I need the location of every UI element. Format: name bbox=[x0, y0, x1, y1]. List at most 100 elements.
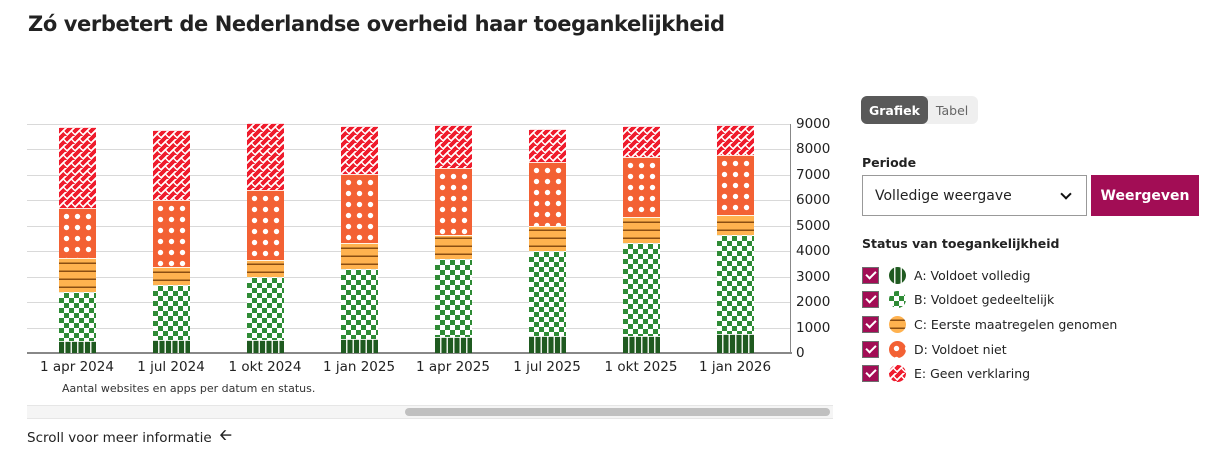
tab-tabel[interactable]: Tabel bbox=[935, 102, 969, 118]
bar-segment-d[interactable] bbox=[153, 200, 190, 267]
legend: A: Voldoet volledig B: Voldoet gedeelteli… bbox=[862, 263, 1117, 386]
bar[interactable] bbox=[59, 0, 96, 353]
x-tick-label: 1 jul 2025 bbox=[513, 359, 581, 375]
bar-segment-e[interactable] bbox=[529, 129, 566, 163]
page-title: Zó verbetert de Nederlandse overheid haa… bbox=[28, 12, 725, 36]
bar-segment-d[interactable] bbox=[717, 155, 754, 216]
legend-item-a[interactable]: A: Voldoet volledig bbox=[862, 263, 1117, 288]
scroll-hint: Scroll voor meer informatie 🡠 bbox=[27, 425, 232, 450]
bar[interactable] bbox=[529, 0, 566, 353]
bar-segment-c[interactable] bbox=[435, 235, 472, 259]
bar[interactable] bbox=[341, 0, 378, 353]
bar-segment-d[interactable] bbox=[623, 157, 660, 218]
bar-segment-d[interactable] bbox=[529, 162, 566, 226]
bar-segment-e[interactable] bbox=[153, 130, 190, 201]
gridline bbox=[27, 302, 791, 303]
legend-label: D: Voldoet niet bbox=[914, 341, 1007, 357]
stacked-bar-chart: 0 1000 2000 3000 4000 5000 6000 7000 8000 9000 1 … bbox=[27, 0, 833, 450]
x-tick-label: 1 jan 2025 bbox=[322, 359, 396, 375]
periode-select[interactable]: Volledige weergave bbox=[862, 175, 1087, 216]
bar-segment-b[interactable] bbox=[529, 251, 566, 336]
gridline bbox=[27, 251, 791, 252]
bar-segment-a[interactable] bbox=[623, 335, 660, 353]
checkbox-d[interactable] bbox=[862, 340, 879, 358]
bar-segment-a[interactable] bbox=[247, 340, 284, 353]
bar-segment-b[interactable] bbox=[435, 258, 472, 337]
gridline bbox=[27, 124, 791, 125]
x-tick-label: 1 jan 2026 bbox=[698, 359, 772, 375]
checkbox-a[interactable] bbox=[862, 266, 879, 284]
bar-segment-e[interactable] bbox=[59, 127, 96, 209]
bar-segment-d[interactable] bbox=[247, 190, 284, 260]
chart-caption: Aantal websites en apps per datum en sta… bbox=[62, 382, 316, 395]
bar-segment-e[interactable] bbox=[623, 126, 660, 158]
bar[interactable] bbox=[435, 0, 472, 353]
bar-segment-a[interactable] bbox=[59, 341, 96, 353]
chevron-down-icon bbox=[1060, 187, 1072, 200]
bar-segment-b[interactable] bbox=[623, 242, 660, 336]
bar-segment-c[interactable] bbox=[153, 266, 190, 285]
vertical-stripes-pattern-icon bbox=[889, 266, 906, 284]
periode-label: Periode bbox=[862, 155, 917, 170]
legend-label: E: Geen verklaring bbox=[914, 366, 1031, 382]
horizontal-scrollbar-thumb[interactable] bbox=[405, 408, 830, 416]
bar-segment-c[interactable] bbox=[717, 215, 754, 236]
y-tick-label: 6000 bbox=[796, 192, 831, 208]
legend-label: C: Eerste maatregelen genomen bbox=[914, 316, 1118, 332]
checkbox-e[interactable] bbox=[862, 365, 879, 383]
gridline bbox=[27, 328, 791, 329]
bar-segment-a[interactable] bbox=[529, 335, 566, 353]
bar-segment-e[interactable] bbox=[435, 125, 472, 169]
bar-segment-c[interactable] bbox=[59, 257, 96, 292]
bar-segment-b[interactable] bbox=[717, 235, 754, 334]
y-tick-label: 9000 bbox=[796, 116, 831, 132]
dots-pattern-icon bbox=[889, 340, 906, 358]
bar-segment-b[interactable] bbox=[247, 276, 284, 340]
bar-segment-e[interactable] bbox=[341, 126, 378, 175]
gridline bbox=[27, 175, 791, 176]
gridline bbox=[27, 149, 791, 150]
bar-segment-a[interactable] bbox=[153, 340, 190, 353]
bar[interactable] bbox=[623, 0, 660, 353]
bar-segment-c[interactable] bbox=[529, 225, 566, 252]
bar-segment-d[interactable] bbox=[59, 208, 96, 258]
y-tick-label: 8000 bbox=[796, 141, 831, 157]
legend-item-c[interactable]: C: Eerste maatregelen genomen bbox=[862, 312, 1117, 337]
x-tick-label: 1 apr 2024 bbox=[40, 359, 114, 375]
y-tick-label: 1000 bbox=[796, 320, 831, 336]
zigzag-pattern-icon bbox=[889, 365, 906, 383]
legend-title: Status van toegankelijkheid bbox=[862, 236, 1060, 251]
bar-segment-b[interactable] bbox=[59, 291, 96, 342]
bar-segment-d[interactable] bbox=[435, 168, 472, 236]
bar-segment-d[interactable] bbox=[341, 174, 378, 243]
bar-segment-e[interactable] bbox=[247, 122, 284, 191]
bar[interactable] bbox=[247, 0, 284, 353]
bar[interactable] bbox=[717, 0, 754, 353]
tab-grafiek[interactable]: Grafiek bbox=[861, 96, 928, 124]
checkbox-c[interactable] bbox=[862, 315, 879, 333]
legend-item-b[interactable]: B: Voldoet gedeeltelijk bbox=[862, 288, 1117, 313]
y-tick-label: 2000 bbox=[796, 294, 831, 310]
checkbox-b[interactable] bbox=[862, 291, 879, 309]
weergeven-button[interactable]: Weergeven bbox=[1091, 175, 1199, 216]
bar-segment-b[interactable] bbox=[341, 268, 378, 339]
x-tick-label: 1 okt 2025 bbox=[604, 359, 678, 375]
bar-segment-c[interactable] bbox=[247, 259, 284, 277]
bar-segment-c[interactable] bbox=[623, 217, 660, 243]
x-tick-label: 1 jul 2024 bbox=[137, 359, 205, 375]
bar-segment-c[interactable] bbox=[341, 242, 378, 269]
bar-segment-a[interactable] bbox=[717, 333, 754, 353]
y-tick-label: 7000 bbox=[796, 167, 831, 183]
bar-segment-a[interactable] bbox=[341, 339, 378, 353]
gridline bbox=[27, 277, 791, 278]
bar-segment-a[interactable] bbox=[435, 336, 472, 353]
bar-segment-b[interactable] bbox=[153, 284, 190, 340]
gridline bbox=[27, 226, 791, 227]
legend-item-d[interactable]: D: Voldoet niet bbox=[862, 337, 1117, 362]
bar-segment-e[interactable] bbox=[717, 125, 754, 156]
y-tick-label: 3000 bbox=[796, 269, 831, 285]
legend-item-e[interactable]: E: Geen verklaring bbox=[862, 361, 1117, 386]
x-tick-label: 1 okt 2024 bbox=[228, 359, 302, 375]
bar[interactable] bbox=[153, 0, 190, 353]
gridline bbox=[27, 200, 791, 201]
